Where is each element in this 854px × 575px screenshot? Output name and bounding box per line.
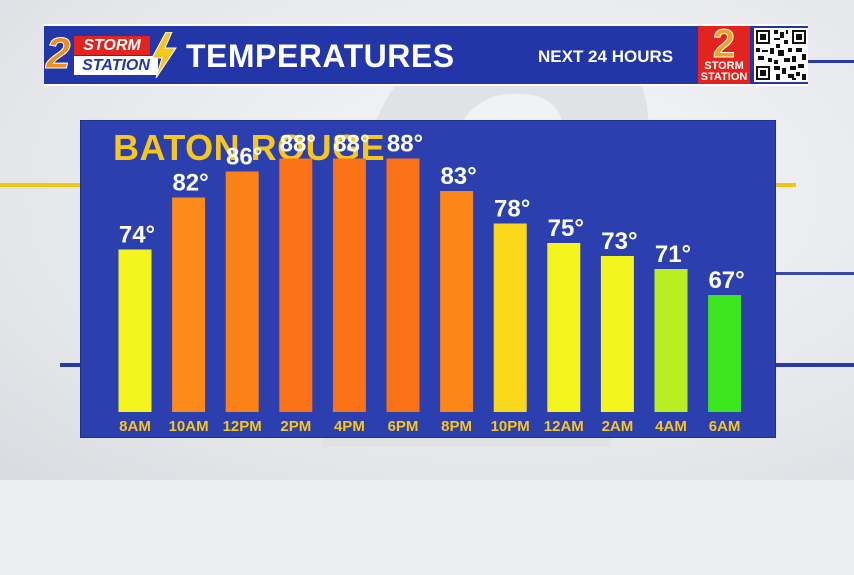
bar-6am xyxy=(708,295,742,412)
bar-12pm xyxy=(225,171,259,412)
value-label-8am: 74° xyxy=(119,222,155,249)
category-label-4pm: 4PM xyxy=(334,418,365,435)
category-label-2am: 2AM xyxy=(602,418,634,435)
category-label-8pm: 8PM xyxy=(441,418,472,435)
bar-10am xyxy=(172,197,206,412)
logo-number: 2 xyxy=(45,29,71,78)
bar-6pm xyxy=(386,158,420,412)
category-label-8am: 8AM xyxy=(119,418,151,435)
category-label-4am: 4AM xyxy=(655,418,687,435)
bar-8pm xyxy=(440,191,474,412)
bar-2am xyxy=(600,256,634,412)
value-label-2am: 73° xyxy=(601,228,637,255)
bar-2pm xyxy=(279,158,313,412)
value-label-12am: 75° xyxy=(548,215,584,242)
bar-8am xyxy=(118,249,152,412)
category-label-10pm: 10PM xyxy=(491,418,530,435)
value-label-6am: 67° xyxy=(708,267,744,294)
qr-code-icon[interactable] xyxy=(754,28,808,82)
bar-10pm xyxy=(493,223,527,412)
page-title: TEMPERATURES xyxy=(186,38,455,74)
chart-panel: BATON ROUGE 74° 8AM 82° 10AM 86° 12PM 88° 2PM 88… xyxy=(80,120,776,438)
value-label-10pm: 78° xyxy=(494,196,530,223)
badge-storm-text: STORM xyxy=(704,60,744,72)
value-label-10am: 82° xyxy=(172,170,208,197)
category-label-12pm: 12PM xyxy=(223,418,262,435)
category-label-10am: 10AM xyxy=(169,418,209,435)
lightning-bolt-icon xyxy=(151,32,177,78)
decorative-blue-line xyxy=(800,60,854,63)
logo-station-text: STATION xyxy=(74,56,158,75)
value-label-8pm: 83° xyxy=(440,163,476,190)
value-label-12pm: 86° xyxy=(226,144,262,171)
bar-4am xyxy=(654,269,688,412)
category-label-12am: 12AM xyxy=(544,418,584,435)
badge-number: 2 xyxy=(712,22,736,67)
badge-station-text: STATION xyxy=(700,71,748,83)
category-label-6am: 6AM xyxy=(709,418,741,435)
temperature-bar-chart: 74° 8AM 82° 10AM 86° 12PM 88° 2PM 88° 4PM 88° 6PM 83… xyxy=(118,131,745,435)
bar-12am xyxy=(547,243,581,412)
storm-station-badge: 2 STORM STATION xyxy=(698,22,750,84)
value-label-4am: 71° xyxy=(655,241,691,268)
header-bar: 2 STORM STATION TEMPERATURES NEXT 24 HOU… xyxy=(44,22,808,86)
value-label-2pm: 88° xyxy=(280,131,316,158)
forecast-period: NEXT 24 HOURS xyxy=(538,47,674,66)
logo-storm-text: STORM xyxy=(74,36,150,55)
storm-station-logo: 2 STORM STATION xyxy=(44,26,178,84)
category-label-2pm: 2PM xyxy=(280,418,311,435)
bar-4pm xyxy=(332,158,366,412)
value-label-6pm: 88° xyxy=(387,131,423,158)
category-label-6pm: 6PM xyxy=(388,418,419,435)
value-label-4pm: 88° xyxy=(333,131,369,158)
